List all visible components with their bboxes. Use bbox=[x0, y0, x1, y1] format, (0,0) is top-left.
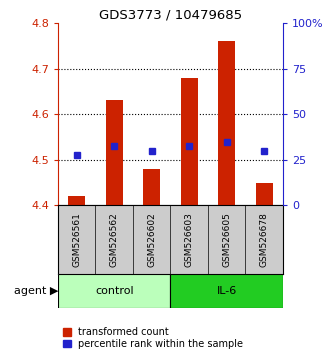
Text: GSM526605: GSM526605 bbox=[222, 212, 231, 267]
Legend: transformed count, percentile rank within the sample: transformed count, percentile rank withi… bbox=[63, 327, 243, 349]
Text: GSM526561: GSM526561 bbox=[72, 212, 81, 267]
Text: GSM526678: GSM526678 bbox=[260, 212, 269, 267]
Bar bbox=[106, 101, 122, 205]
Text: GSM526562: GSM526562 bbox=[110, 212, 119, 267]
Text: control: control bbox=[95, 286, 133, 296]
Bar bbox=[68, 196, 85, 205]
Text: agent ▶: agent ▶ bbox=[14, 286, 58, 296]
Text: GSM526603: GSM526603 bbox=[185, 212, 194, 267]
Bar bbox=[58, 274, 170, 308]
Bar bbox=[170, 274, 283, 308]
Title: GDS3773 / 10479685: GDS3773 / 10479685 bbox=[99, 9, 242, 22]
Text: IL-6: IL-6 bbox=[216, 286, 237, 296]
Bar bbox=[143, 169, 160, 205]
Bar bbox=[181, 78, 198, 205]
Bar bbox=[218, 41, 235, 205]
Text: GSM526602: GSM526602 bbox=[147, 212, 156, 267]
Bar bbox=[256, 183, 273, 205]
